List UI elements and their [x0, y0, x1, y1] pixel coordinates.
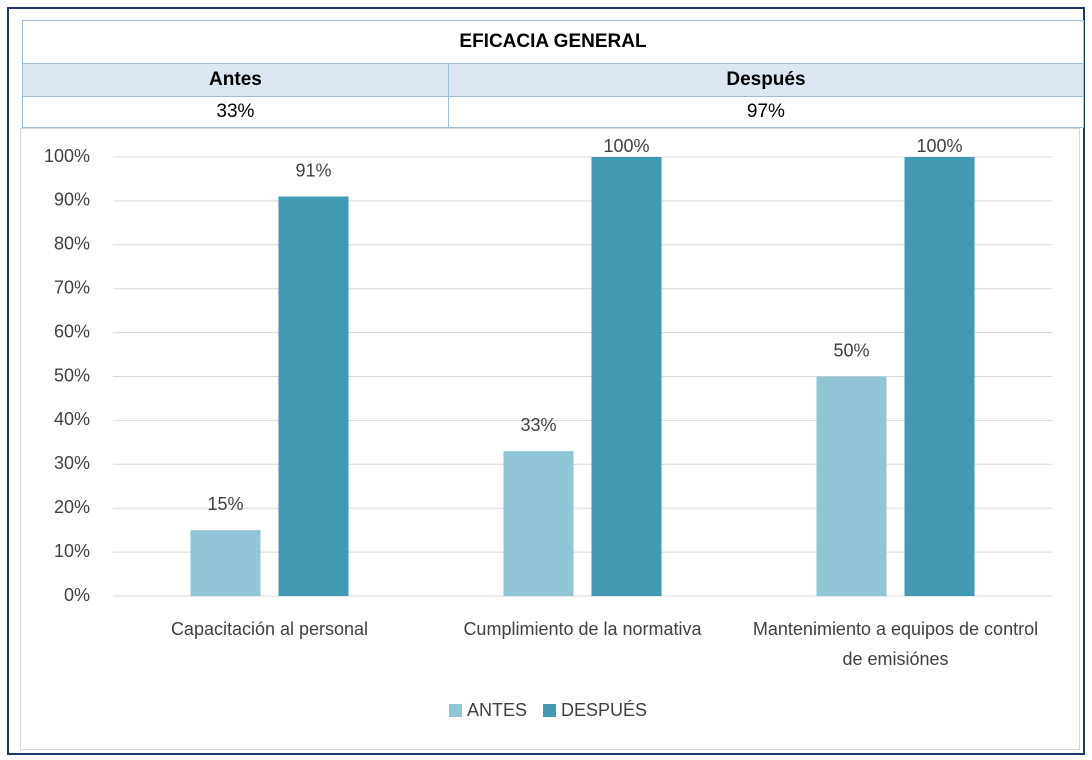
- y-tick-label: 20%: [54, 497, 90, 517]
- chart-area: [20, 128, 1080, 750]
- data-label: 100%: [916, 136, 962, 156]
- y-tick-label: 100%: [44, 146, 90, 166]
- y-tick-label: 10%: [54, 541, 90, 561]
- data-label: 100%: [603, 136, 649, 156]
- table-header: Después: [447, 63, 1085, 97]
- table-cell: 97%: [447, 96, 1085, 128]
- data-label: 91%: [295, 160, 331, 180]
- bar: [503, 451, 574, 596]
- y-tick-label: 60%: [54, 321, 90, 341]
- x-tick-label: Cumplimiento de la normativa: [463, 619, 702, 639]
- bar: [904, 157, 975, 596]
- y-tick-label: 90%: [54, 190, 90, 210]
- legend-label: DESPUÉS: [561, 700, 647, 720]
- x-tick-label: Mantenimiento a equipos de control de em…: [752, 619, 1039, 669]
- bar: [816, 376, 887, 596]
- bar: [278, 196, 349, 596]
- y-tick-label: 50%: [54, 365, 90, 385]
- bar: [591, 157, 662, 596]
- data-label: 33%: [520, 415, 556, 435]
- x-tick-label: Capacitación al personal: [170, 619, 369, 639]
- legend-label: ANTES: [467, 700, 527, 720]
- data-label: 15%: [207, 494, 243, 514]
- frame: [7, 7, 1085, 755]
- data-label: 50%: [833, 340, 869, 360]
- summary-table: EFICACIA GENERAL Antes Después 33% 97%: [22, 20, 1085, 128]
- y-tick-label: 0%: [64, 585, 90, 605]
- y-tick-label: 30%: [54, 453, 90, 473]
- legend-swatch: [449, 704, 462, 717]
- bar: [190, 530, 261, 596]
- y-tick-label: 40%: [54, 409, 90, 429]
- y-tick-label: 80%: [54, 234, 90, 254]
- y-tick-label: 70%: [54, 277, 90, 297]
- table-cell: 33%: [22, 96, 449, 128]
- legend-swatch: [543, 704, 557, 717]
